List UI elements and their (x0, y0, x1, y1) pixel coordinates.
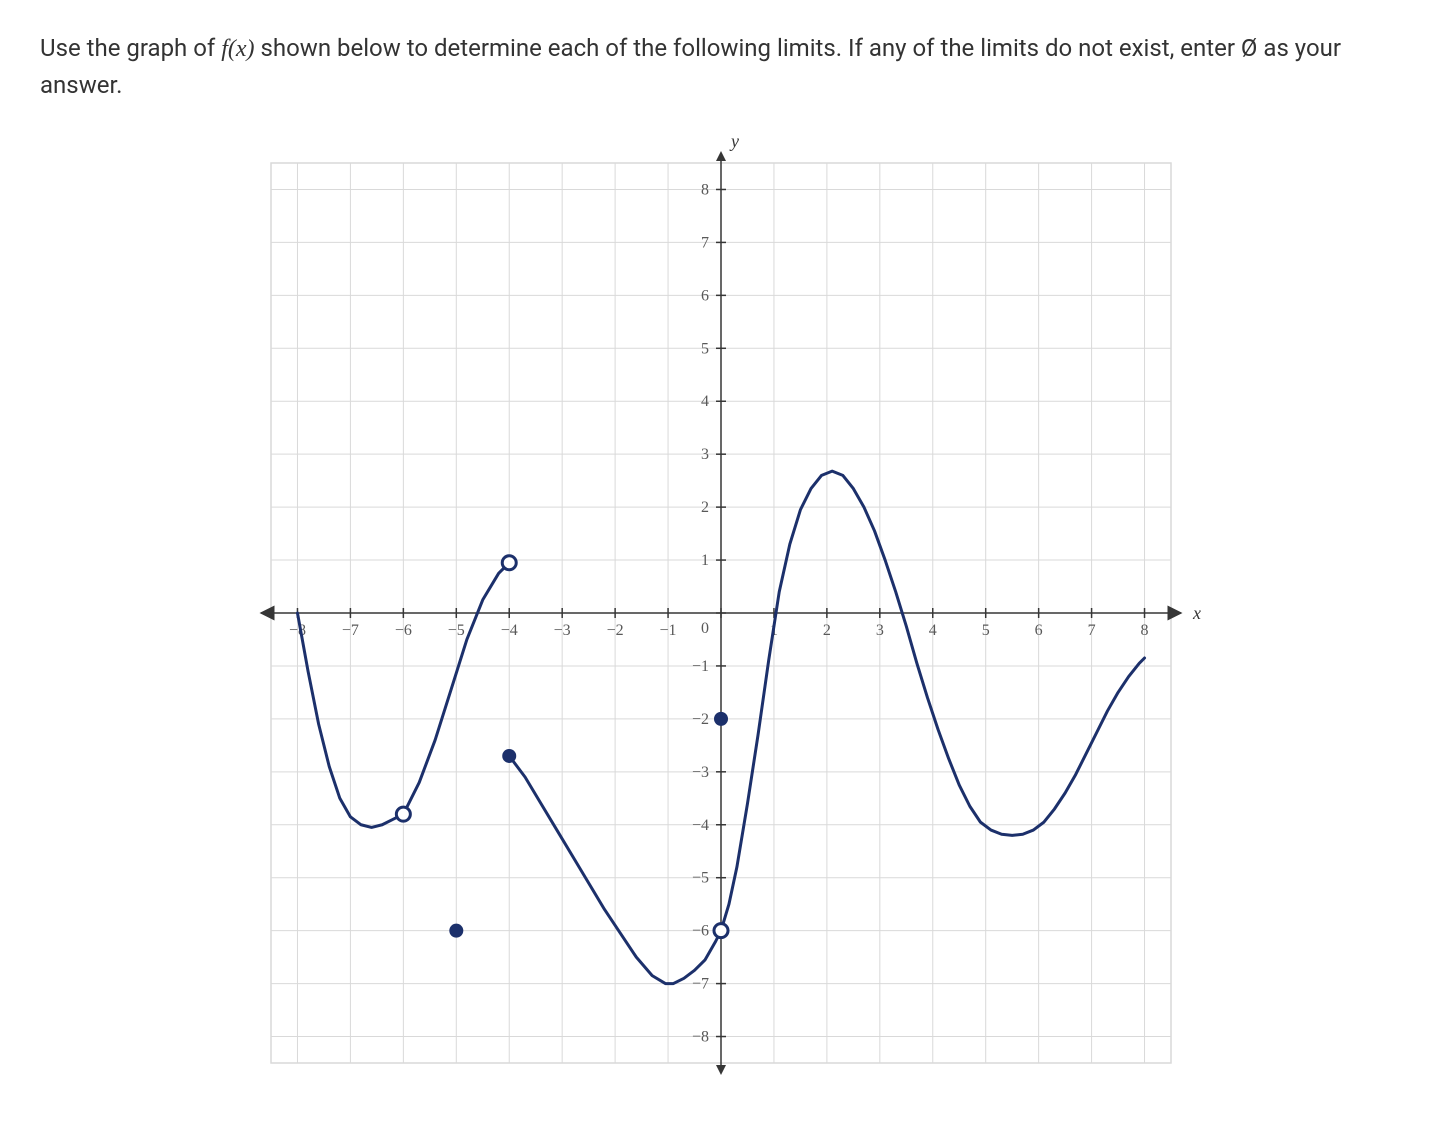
svg-text:4: 4 (929, 622, 937, 639)
svg-text:−2: −2 (692, 711, 709, 728)
svg-text:1: 1 (701, 552, 709, 569)
svg-text:−4: −4 (501, 622, 518, 639)
svg-text:5: 5 (982, 622, 990, 639)
svg-text:−5: −5 (692, 870, 709, 887)
svg-text:6: 6 (701, 287, 709, 304)
question-fn: f(x) (221, 36, 254, 62)
svg-text:−8: −8 (692, 1029, 709, 1046)
svg-text:−3: −3 (692, 764, 709, 781)
chart-container: −8 −7 −6 −5 −4 −3 −2 −1 1 2 3 4 5 6 7 8 −8 −7 −6 −5 −4 −3 −2 −1… (40, 133, 1402, 1093)
svg-text:−4: −4 (692, 817, 709, 834)
svg-text:8: 8 (1141, 622, 1149, 639)
svg-text:y: y (729, 133, 739, 151)
svg-text:−6: −6 (395, 622, 412, 639)
svg-text:−6: −6 (692, 923, 709, 940)
svg-text:2: 2 (701, 499, 709, 516)
svg-text:−5: −5 (448, 622, 465, 639)
svg-text:4: 4 (701, 393, 709, 410)
svg-text:7: 7 (1088, 622, 1096, 639)
svg-text:−7: −7 (342, 622, 359, 639)
svg-text:−2: −2 (607, 622, 624, 639)
question-before: Use the graph of (40, 34, 221, 62)
svg-text:7: 7 (701, 234, 709, 251)
svg-text:0: 0 (701, 620, 709, 637)
svg-text:x: x (1192, 603, 1201, 623)
svg-text:−1: −1 (660, 622, 677, 639)
svg-text:6: 6 (1035, 622, 1043, 639)
question-text: Use the graph of f(x) shown below to det… (40, 30, 1402, 103)
svg-text:8: 8 (701, 181, 709, 198)
svg-text:2: 2 (823, 622, 831, 639)
svg-text:3: 3 (876, 622, 884, 639)
function-graph: −8 −7 −6 −5 −4 −3 −2 −1 1 2 3 4 5 6 7 8 −8 −7 −6 −5 −4 −3 −2 −1… (241, 133, 1201, 1093)
svg-text:−7: −7 (692, 976, 709, 993)
svg-text:5: 5 (701, 340, 709, 357)
svg-text:−1: −1 (692, 658, 709, 675)
svg-text:3: 3 (701, 446, 709, 463)
svg-text:−8: −8 (289, 622, 306, 639)
svg-text:−3: −3 (554, 622, 571, 639)
